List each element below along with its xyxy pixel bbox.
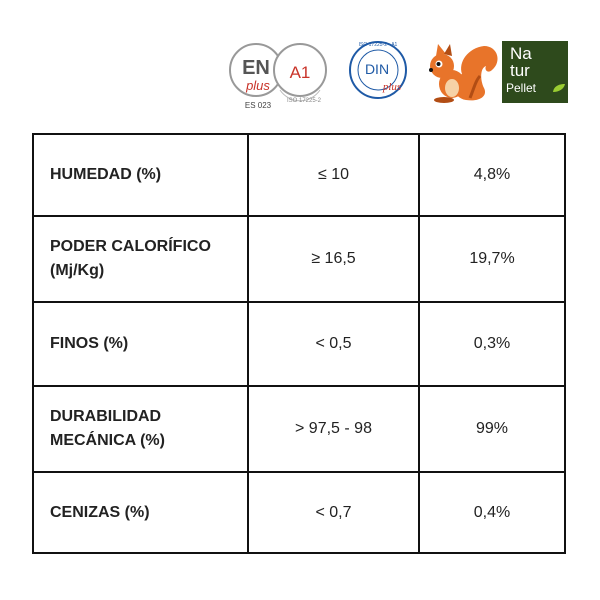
table-row: CENIZAS (%) < 0,7 0,4%	[32, 471, 566, 554]
din-ring-text: ISO 17225-2 - A1	[359, 42, 398, 48]
property-label: PODER CALORÍFICO	[50, 238, 211, 255]
enplus-grade-text: A1	[290, 63, 311, 82]
naturpellet-logo: Na tur Pellet	[502, 41, 568, 103]
property-label-unit: (Mj/Kg)	[50, 262, 105, 279]
enplus-a1-logo: EN plus A1 ISO 17225-2 ES 023	[229, 43, 327, 110]
limit-cell: > 97,5 - 98	[247, 385, 420, 473]
specification-table: HUMEDAD (%) ≤ 10 4,8% PODER CALORÍFICO (…	[32, 133, 566, 554]
limit-cell: ≤ 10	[247, 133, 420, 217]
din-text: DIN	[365, 61, 389, 77]
property-label: DURABILIDAD	[50, 408, 162, 425]
enplus-ring-text: ISO 17225-2	[287, 98, 322, 104]
enplus-plus-text: plus	[245, 78, 270, 93]
certification-logos: EN plus A1 ISO 17225-2 ES 023 ISO 17225-…	[226, 38, 568, 116]
natur-line-1: Na	[510, 44, 532, 63]
value-cell: 4,8%	[418, 133, 566, 217]
leaf-icon	[553, 84, 565, 92]
table-row: DURABILIDAD MECÁNICA (%) > 97,5 - 98 99%	[32, 385, 566, 473]
specification-table-body: HUMEDAD (%) ≤ 10 4,8% PODER CALORÍFICO (…	[32, 133, 566, 554]
table-row: FINOS (%) < 0,5 0,3%	[32, 301, 566, 387]
limit-cell: ≥ 16,5	[247, 215, 420, 303]
enplus-code-text: ES 023	[245, 101, 272, 110]
value-cell: 99%	[418, 385, 566, 473]
value-cell: 0,4%	[418, 471, 566, 554]
squirrel-icon	[429, 44, 498, 103]
property-cell: HUMEDAD (%)	[32, 133, 249, 217]
din-plus-logo: ISO 17225-2 - A1 DIN plus	[349, 41, 407, 99]
value-cell: 0,3%	[418, 301, 566, 387]
property-label: HUMEDAD (%)	[50, 166, 162, 183]
property-cell: CENIZAS (%)	[32, 471, 249, 554]
property-cell: FINOS (%)	[32, 301, 249, 387]
natur-line-3: Pellet	[506, 81, 537, 95]
natur-line-2: tur	[510, 61, 530, 80]
property-label-unit: MECÁNICA (%)	[50, 432, 165, 449]
property-label: CENIZAS (%)	[50, 503, 150, 521]
property-cell: DURABILIDAD MECÁNICA (%)	[32, 385, 249, 473]
din-plus-text: plus	[382, 81, 401, 93]
value-cell: 19,7%	[418, 215, 566, 303]
limit-cell: < 0,7	[247, 471, 420, 554]
table-row: HUMEDAD (%) ≤ 10 4,8%	[32, 133, 566, 217]
property-label: FINOS (%)	[50, 335, 129, 352]
table-row: PODER CALORÍFICO (Mj/Kg) ≥ 16,5 19,7%	[32, 215, 566, 303]
enplus-en-text: EN	[242, 57, 270, 79]
property-cell: PODER CALORÍFICO (Mj/Kg)	[32, 215, 249, 303]
limit-cell: < 0,5	[247, 301, 420, 387]
